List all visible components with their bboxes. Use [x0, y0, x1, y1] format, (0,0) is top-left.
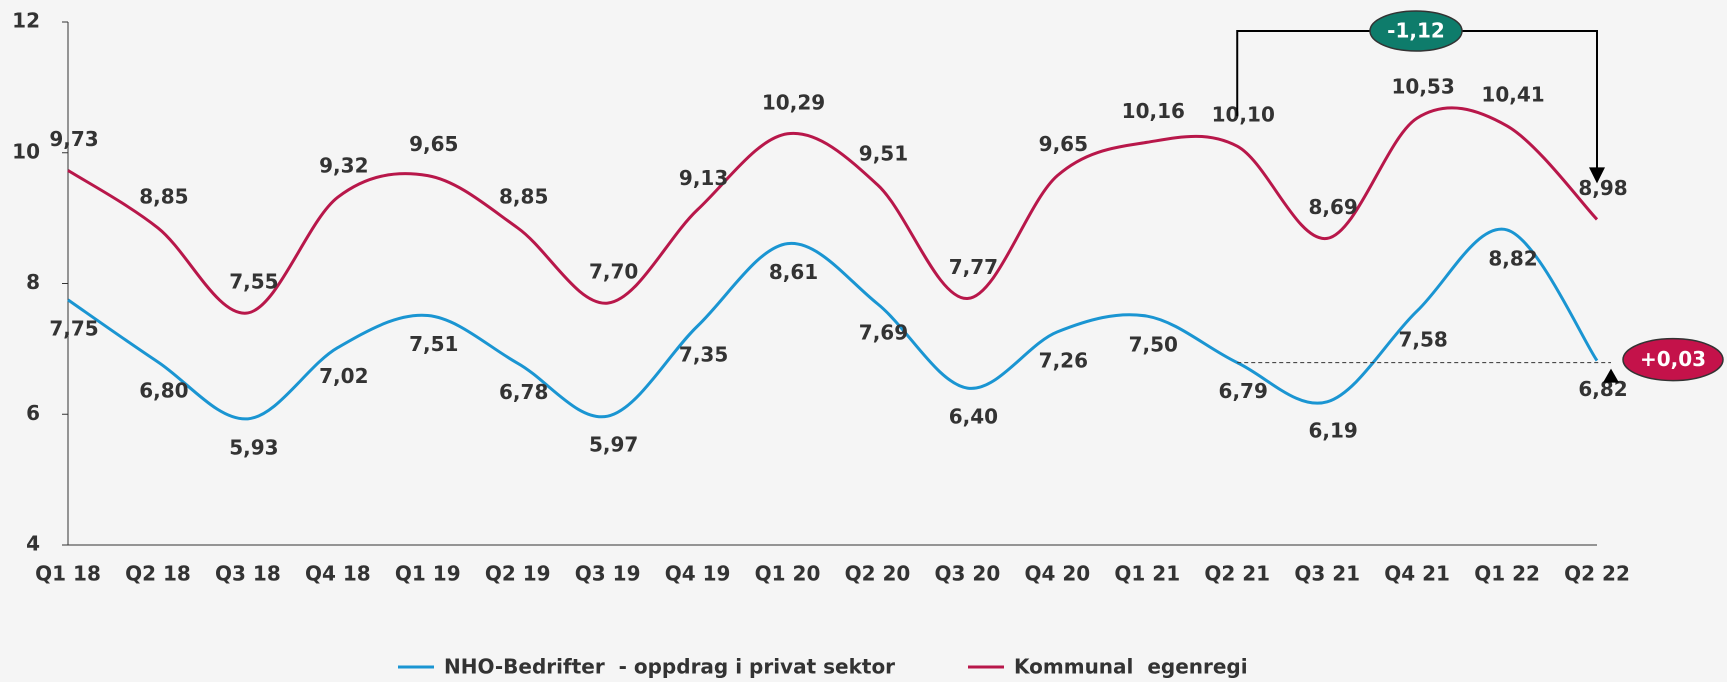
- data-label: 9,32: [319, 154, 368, 178]
- x-tick-label: Q1 21: [1114, 562, 1180, 586]
- x-tick-label: Q1 19: [395, 562, 461, 586]
- data-label: 10,10: [1212, 103, 1275, 127]
- x-tick-label: Q1 20: [755, 562, 821, 586]
- data-label: 6,19: [1308, 418, 1357, 442]
- data-label: 7,35: [679, 342, 728, 366]
- data-label: 6,82: [1578, 377, 1627, 401]
- data-label: 7,77: [949, 255, 998, 279]
- annotation: +0,03: [1640, 347, 1706, 371]
- data-label: 9,51: [859, 141, 908, 165]
- data-label: 10,53: [1391, 75, 1454, 99]
- x-tick-label: Q3 19: [575, 562, 641, 586]
- y-tick-label: 8: [26, 270, 40, 294]
- x-tick-label: Q4 18: [305, 562, 371, 586]
- x-tick-label: Q2 21: [1204, 562, 1270, 586]
- x-tick-label: Q3 21: [1294, 562, 1360, 586]
- y-tick-label: 12: [12, 9, 40, 33]
- data-label: 10,41: [1481, 82, 1544, 106]
- badge: [1622, 337, 1724, 382]
- data-label: 9,73: [49, 127, 98, 151]
- x-tick-label: Q2 20: [845, 562, 911, 586]
- data-label: 6,79: [1219, 379, 1268, 403]
- data-label: 7,02: [319, 364, 368, 388]
- data-label: 9,65: [409, 132, 458, 156]
- annotation: -1,12: [1387, 19, 1445, 43]
- badge: [1369, 10, 1463, 52]
- data-label: 5,97: [589, 433, 638, 457]
- data-label: 8,69: [1308, 195, 1357, 219]
- x-tick-label: Q4 19: [665, 562, 731, 586]
- data-label: 7,55: [229, 269, 278, 293]
- data-label: 7,75: [49, 316, 98, 340]
- data-label: 10,16: [1122, 99, 1185, 123]
- data-label: 6,40: [949, 405, 998, 429]
- data-label: 7,58: [1398, 327, 1447, 351]
- series-line: [67, 106, 1599, 315]
- series-line: [67, 227, 1599, 421]
- data-label: 7,69: [859, 320, 908, 344]
- data-label: 8,85: [139, 184, 188, 208]
- data-label: 7,70: [589, 260, 638, 284]
- legend-label: Kommunal egenregi: [1014, 655, 1248, 679]
- x-tick-label: Q1 22: [1474, 562, 1540, 586]
- arrow-head: [1589, 167, 1605, 184]
- x-tick-label: Q2 18: [125, 562, 191, 586]
- x-tick-label: Q4 21: [1384, 562, 1450, 586]
- x-tick-label: Q1 18: [35, 562, 101, 586]
- data-label: 8,85: [499, 184, 548, 208]
- y-tick-label: 6: [26, 401, 40, 425]
- y-tick-label: 10: [12, 139, 40, 163]
- x-tick-label: Q2 19: [485, 562, 551, 586]
- data-label: 6,78: [499, 380, 548, 404]
- data-label: 7,26: [1039, 348, 1088, 372]
- x-tick-label: Q3 20: [935, 562, 1001, 586]
- data-label: 10,29: [762, 90, 825, 114]
- x-tick-label: Q4 20: [1024, 562, 1090, 586]
- data-label: 7,50: [1129, 333, 1178, 357]
- data-label: 6,80: [139, 378, 188, 402]
- y-tick-label: 4: [26, 532, 40, 556]
- data-label: 8,82: [1488, 246, 1537, 270]
- data-label: 7,51: [409, 332, 458, 356]
- x-tick-label: Q2 22: [1564, 562, 1630, 586]
- x-tick-label: Q3 18: [215, 562, 281, 586]
- legend-label: NHO-Bedrifter - oppdrag i privat sektor: [444, 655, 895, 679]
- data-label: 9,13: [679, 166, 728, 190]
- data-label: 5,93: [229, 435, 278, 459]
- data-label: 8,61: [769, 260, 818, 284]
- arrow-head: [1603, 368, 1619, 383]
- data-label: 8,98: [1578, 176, 1627, 200]
- data-label: 9,65: [1039, 132, 1088, 156]
